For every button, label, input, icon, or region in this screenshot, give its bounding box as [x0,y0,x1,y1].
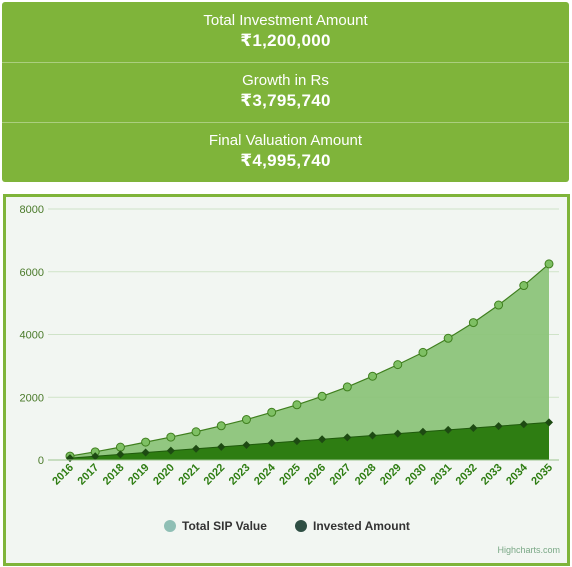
invested-amount-line [69,421,550,459]
total-sip-value-point[interactable] [519,281,529,291]
y-tick-label: 6000 [20,267,44,279]
invested-amount-point[interactable] [444,425,453,434]
invested-amount-point[interactable] [469,423,478,432]
total-investment-label: Total Investment Amount [203,12,368,29]
total-investment-row: Total Investment Amount ₹1,200,000 [2,2,569,61]
growth-value: ₹3,795,740 [240,91,331,110]
total-sip-value-point[interactable] [166,432,176,442]
x-tick-label: 2031 [428,462,454,488]
x-tick-label: 2023 [227,462,253,488]
total-sip-value-point[interactable] [342,382,352,392]
total-sip-value-point[interactable] [115,442,125,452]
invested-amount-point[interactable] [368,431,377,440]
final-valuation-row: Final Valuation Amount ₹4,995,740 [2,122,569,181]
summary-panel: Total Investment Amount ₹1,200,000 Growt… [2,2,569,182]
invested-amount-point[interactable] [318,435,327,444]
legend-total-sip-value-marker[interactable] [164,520,176,532]
invested-amount-point[interactable] [343,433,352,442]
total-sip-value-point[interactable] [317,391,327,401]
invested-amount-point[interactable] [267,439,276,448]
x-tick-label: 2020 [151,462,177,488]
series-markers [65,259,554,463]
y-tick-label: 0 [38,455,44,467]
x-tick-label: 2022 [202,462,228,488]
invested-amount-point[interactable] [217,442,226,451]
total-investment-value: ₹1,200,000 [240,31,331,50]
invested-amount-point[interactable] [91,452,100,461]
x-tick-label: 2027 [328,462,354,488]
legend-invested-amount-marker[interactable] [295,520,307,532]
y-tick-label: 8000 [20,204,44,216]
total-sip-value-point[interactable] [468,318,478,328]
growth-label: Growth in Rs [242,72,329,89]
final-valuation-label: Final Valuation Amount [208,132,363,149]
legend-invested-amount-label[interactable]: Invested Amount [313,519,410,533]
x-tick-label: 2032 [454,462,480,488]
invested-amount-point[interactable] [116,450,125,459]
summary-divider [2,122,569,123]
total-sip-value-point[interactable] [191,427,201,437]
total-sip-value-point[interactable] [418,347,428,357]
total-sip-value-point[interactable] [267,407,277,417]
x-tick-label: 2024 [252,461,278,487]
x-tick-label: 2035 [529,462,555,488]
final-valuation-value: ₹4,995,740 [240,151,331,170]
x-tick-label: 2034 [504,461,530,487]
invested-amount-point[interactable] [141,448,150,457]
invested-amount-point[interactable] [242,440,251,449]
x-tick-label: 2025 [277,462,303,488]
total-sip-value-point[interactable] [368,371,378,381]
x-tick-label: 2021 [176,462,202,488]
x-tick-label: 2026 [302,462,328,488]
x-tick-label: 2016 [50,462,76,488]
x-tick-label: 2033 [479,462,505,488]
invested-amount-point[interactable] [418,427,427,436]
total-sip-value-point[interactable] [216,421,226,431]
total-sip-value-point[interactable] [544,259,554,269]
x-tick-label: 2029 [378,462,404,488]
summary-divider [2,62,569,63]
x-axis: 2016 2017 2018 2019 2020 2021 2022 2023 2024 2025… [48,459,559,488]
y-tick-label: 2000 [20,392,44,404]
x-tick-label: 2028 [353,462,379,488]
invested-amount-point[interactable] [393,429,402,438]
x-tick-label: 2030 [403,462,429,488]
total-sip-value-point[interactable] [393,360,403,370]
invested-amount-point[interactable] [192,444,201,453]
series-areas [69,263,550,460]
total-sip-value-point[interactable] [443,333,453,343]
x-tick-label: 2019 [126,462,152,488]
y-axis: 0 2000 4000 6000 8000 [20,204,44,467]
x-tick-label: 2017 [76,462,102,488]
chart-credit[interactable]: Highcharts.com [497,545,560,555]
chart-card: 0 2000 4000 6000 8000 2016 2017 2018 2019 2020 20… [3,194,570,566]
total-sip-value-point[interactable] [292,400,302,410]
total-sip-value-point[interactable] [141,437,151,447]
legend[interactable]: Total SIP Value Invested Amount [164,519,410,533]
invested-amount-point[interactable] [166,446,175,455]
total-sip-value-point[interactable] [494,300,504,310]
x-tick-label: 2018 [101,462,127,488]
total-sip-value-point[interactable] [241,415,251,425]
y-tick-label: 4000 [20,330,44,342]
invested-amount-point[interactable] [545,418,553,427]
legend-total-sip-value-label[interactable]: Total SIP Value [182,519,267,533]
growth-row: Growth in Rs ₹3,795,740 [2,62,569,121]
invested-amount-point[interactable] [519,420,528,429]
invested-amount-point[interactable] [292,437,301,446]
invested-amount-point[interactable] [494,422,503,431]
total-sip-value-area [70,263,549,460]
